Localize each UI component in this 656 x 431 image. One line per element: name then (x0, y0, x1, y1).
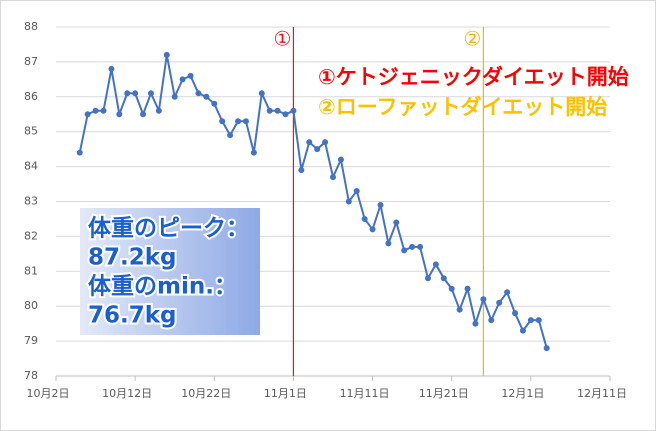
annotation: ②ローファットダイエット開始 (318, 95, 607, 119)
data-point (488, 317, 495, 324)
data-point (274, 107, 281, 114)
x-tick-label: 11月11日 (340, 387, 390, 400)
x-tick-label: 11月21日 (419, 387, 469, 400)
y-tick-label: 84 (24, 160, 38, 173)
y-tick-label: 80 (24, 299, 38, 312)
data-point (306, 139, 313, 146)
data-point (385, 240, 392, 247)
data-point (155, 107, 162, 114)
y-tick-label: 83 (24, 195, 38, 208)
data-point (314, 146, 321, 153)
data-point (124, 90, 131, 97)
y-tick-label: 78 (24, 369, 38, 382)
x-tick-label: 12月1日 (501, 387, 544, 400)
y-tick-label: 88 (24, 20, 38, 33)
data-point (242, 118, 249, 125)
data-point (432, 261, 439, 268)
data-point (535, 317, 542, 324)
data-point (258, 90, 265, 97)
data-point (440, 275, 447, 282)
y-tick-label: 79 (24, 334, 38, 347)
data-point (132, 90, 139, 97)
data-point (211, 100, 218, 107)
data-point (140, 111, 147, 118)
data-point (203, 93, 210, 100)
data-point (266, 107, 273, 114)
y-tick-label: 86 (24, 90, 38, 103)
data-point (353, 188, 360, 195)
x-tick-label: 10月12日 (102, 387, 152, 400)
data-point (147, 90, 154, 97)
data-point (424, 275, 431, 282)
data-point (361, 215, 368, 222)
data-point (330, 174, 336, 181)
data-point (519, 327, 526, 334)
x-tick-label: 12月11日 (577, 387, 627, 400)
reference-label: ① (273, 27, 291, 51)
x-tick-label: 10月2日 (27, 387, 70, 400)
info-box (80, 208, 260, 335)
data-point (195, 90, 202, 97)
data-point (116, 111, 123, 118)
reference-label: ② (463, 27, 481, 51)
data-point (448, 285, 455, 292)
data-point (417, 243, 424, 250)
info-text: 76.7kg (88, 303, 177, 329)
info-text: 87.2kg (88, 245, 177, 271)
data-point (92, 107, 99, 114)
data-point (282, 111, 289, 118)
data-point (504, 289, 511, 296)
x-tick-label: 10月22日 (181, 387, 231, 400)
data-point (527, 317, 534, 324)
data-point (464, 285, 471, 292)
y-tick-label: 87 (24, 55, 38, 68)
data-point (543, 345, 550, 352)
data-point (179, 76, 186, 83)
data-point (369, 226, 376, 233)
data-point (456, 306, 463, 313)
data-point (250, 149, 257, 156)
info-text: 体重のピーク： (88, 216, 249, 242)
data-point (100, 107, 107, 114)
data-point (322, 139, 329, 146)
y-tick-label: 82 (24, 229, 38, 242)
data-point (496, 299, 503, 306)
data-point (393, 219, 400, 226)
data-point (345, 198, 352, 205)
info-text: 体重のmin.： (88, 274, 237, 300)
y-tick-label: 85 (24, 125, 38, 138)
data-point (187, 72, 194, 79)
data-point (108, 65, 115, 72)
data-point (401, 247, 408, 254)
data-point (337, 156, 344, 163)
data-line (78, 54, 548, 349)
data-point (235, 118, 242, 125)
data-point (84, 111, 91, 118)
data-point (171, 93, 178, 100)
data-point (377, 201, 384, 208)
data-point (227, 132, 234, 139)
data-point (409, 243, 416, 250)
y-tick-label: 81 (24, 264, 38, 277)
data-point (219, 118, 226, 125)
data-point (298, 167, 305, 174)
data-point (472, 320, 479, 327)
annotation: ①ケトジェニックダイエット開始 (318, 65, 629, 89)
data-point (480, 296, 487, 303)
data-point (76, 149, 83, 156)
x-tick-label: 11月1日 (264, 387, 307, 400)
data-point (163, 51, 170, 58)
data-point (512, 310, 519, 317)
data-point (290, 107, 297, 114)
